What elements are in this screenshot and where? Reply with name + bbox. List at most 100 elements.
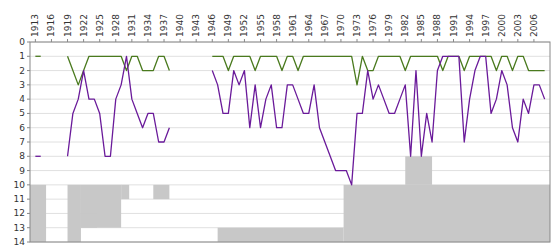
y-tick [27, 113, 30, 114]
x-tick [212, 39, 213, 42]
y-tick-label: 2 [19, 66, 25, 76]
x-tick [260, 39, 261, 42]
x-tick-label: 1973 [352, 14, 362, 37]
x-tick [228, 39, 229, 42]
y-tick-label: 8 [19, 151, 25, 161]
x-tick-label: 1994 [465, 14, 475, 37]
x-tick [373, 39, 374, 42]
band [30, 185, 46, 242]
x-tick-label: 1988 [432, 14, 442, 37]
band [405, 156, 432, 185]
x-tick-label: 1946 [207, 14, 217, 37]
y-tick [27, 142, 30, 143]
x-tick-label: 1919 [63, 14, 73, 37]
y-tick [27, 127, 30, 128]
x-tick-label: 1967 [320, 14, 330, 37]
x-tick [35, 39, 36, 42]
y-tick-label: 13 [14, 223, 25, 233]
grid-line [30, 127, 550, 128]
y-tick-label: 9 [19, 166, 25, 176]
band [218, 228, 344, 242]
x-tick [357, 39, 358, 42]
y-tick [27, 199, 30, 200]
y-tick [27, 184, 30, 185]
x-tick-label: 1913 [30, 14, 40, 37]
series-line [35, 156, 40, 157]
x-tick [437, 39, 438, 42]
y-tick [27, 170, 30, 171]
x-tick-label: 1952 [239, 14, 249, 37]
x-tick-label: 1976 [368, 14, 378, 37]
x-tick-label: 1991 [449, 14, 459, 37]
y-tick-label: 11 [14, 194, 25, 204]
x-tick-label: 1937 [159, 14, 169, 37]
band [121, 185, 129, 199]
grid-line [30, 142, 550, 143]
grid-line [30, 99, 550, 100]
x-tick [115, 39, 116, 42]
x-tick-label: 1979 [384, 14, 394, 37]
x-tick-label: 1964 [304, 14, 314, 37]
x-tick-label: 2000 [497, 14, 507, 37]
x-tick-label: 1943 [191, 14, 201, 37]
x-tick [501, 39, 502, 42]
y-tick [27, 84, 30, 85]
x-tick [276, 39, 277, 42]
x-tick [180, 39, 181, 42]
x-tick [485, 39, 486, 42]
x-tick-label: 1940 [175, 14, 185, 37]
x-tick [340, 39, 341, 42]
x-tick [308, 39, 309, 42]
series-line [68, 56, 170, 85]
x-tick-label: 1949 [223, 14, 233, 37]
x-tick-label: 1982 [400, 14, 410, 37]
grid [30, 42, 550, 242]
x-tick [244, 39, 245, 42]
y-tick-label: 1 [19, 51, 25, 61]
y-tick-label: 10 [14, 180, 26, 190]
grid-line [30, 70, 550, 71]
y-tick [27, 156, 30, 157]
x-tick-label: 1997 [481, 14, 491, 37]
x-tick-label: 1961 [288, 14, 298, 37]
series-line [35, 56, 40, 57]
x-tick [147, 39, 148, 42]
y-tick [27, 227, 30, 228]
band [81, 213, 97, 227]
y-tick [27, 99, 30, 100]
x-tick [405, 39, 406, 42]
x-tick-label: 1916 [46, 14, 56, 37]
series-line [212, 56, 544, 185]
x-tick [196, 39, 197, 42]
y-tick-label: 12 [14, 208, 25, 218]
x-tick [99, 39, 100, 42]
plot-frame [30, 42, 550, 242]
y-tick [27, 70, 30, 71]
y-tick-label: 6 [19, 123, 25, 133]
series-line [68, 56, 170, 156]
x-axis: 1913191619191922192519281931193419371940… [30, 14, 539, 42]
x-tick [517, 39, 518, 42]
y-tick [27, 213, 30, 214]
x-tick [533, 39, 534, 42]
x-tick [83, 39, 84, 42]
x-tick [453, 39, 454, 42]
x-tick [51, 39, 52, 42]
y-tick-label: 14 [14, 237, 26, 247]
y-axis: 01234567891011121314 [14, 37, 30, 247]
x-tick [469, 39, 470, 42]
x-tick-label: 1985 [416, 14, 426, 37]
x-tick [67, 39, 68, 42]
x-tick [164, 39, 165, 42]
y-tick [27, 242, 30, 243]
plot-data [30, 56, 550, 242]
y-tick-label: 4 [19, 94, 25, 104]
band [153, 185, 169, 199]
y-tick [27, 56, 30, 57]
x-tick [292, 39, 293, 42]
x-tick [131, 39, 132, 42]
x-tick-label: 1931 [127, 14, 137, 37]
x-tick-label: 2003 [513, 14, 523, 37]
x-tick [389, 39, 390, 42]
x-tick-label: 1928 [111, 14, 121, 37]
